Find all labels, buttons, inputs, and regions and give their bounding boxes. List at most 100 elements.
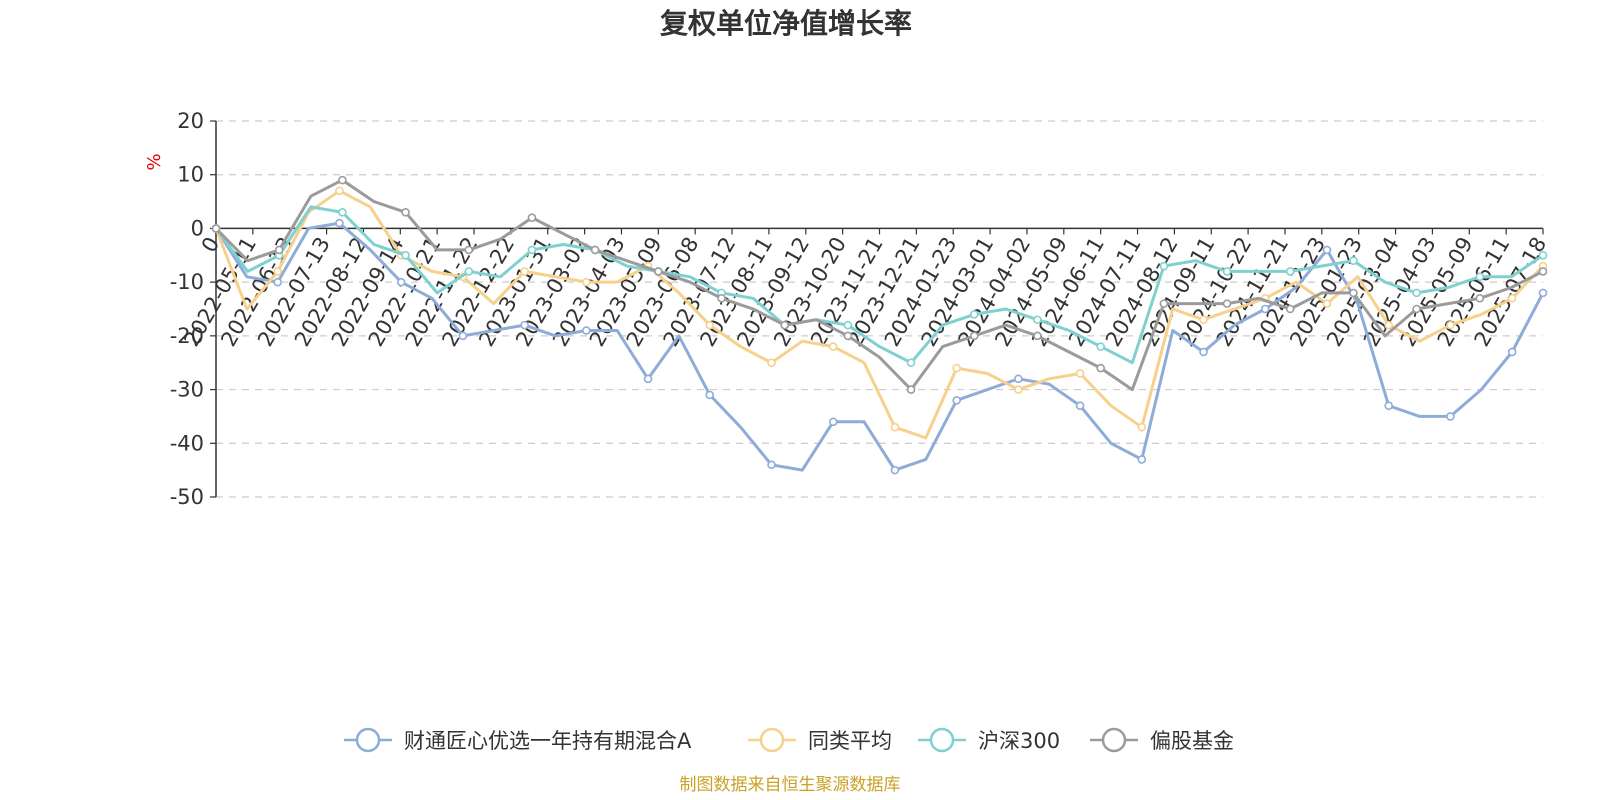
data-point <box>767 460 776 470</box>
data-point <box>969 331 979 341</box>
source-note: 制图数据来自恒生聚源数据库 <box>680 775 901 795</box>
y-tick-label: -10 <box>170 270 204 294</box>
data-point <box>401 208 410 217</box>
data-point <box>828 342 838 351</box>
data-point <box>274 245 284 255</box>
data-point <box>843 320 853 330</box>
series-1 <box>211 218 1548 475</box>
data-point <box>1096 363 1105 373</box>
legend-label: 财通匠心优选一年持有期混合A <box>404 729 692 753</box>
y-tick-label: 0 <box>191 216 204 240</box>
data-point <box>1033 315 1042 325</box>
legend-label: 沪深300 <box>978 729 1060 753</box>
data-point <box>717 293 726 303</box>
data-point <box>1412 304 1421 314</box>
data-point <box>1507 347 1517 357</box>
y-tick-label: 20 <box>177 109 204 133</box>
data-point <box>1349 288 1358 298</box>
series-line <box>214 178 1544 392</box>
data-point <box>1538 267 1548 276</box>
series-lines <box>211 175 1548 475</box>
legend-circle-icon <box>929 727 955 753</box>
data-point <box>396 277 406 287</box>
data-point <box>1096 342 1105 351</box>
data-point <box>1412 288 1421 298</box>
legend-label: 偏股基金 <box>1150 729 1234 753</box>
data-point <box>1322 245 1332 255</box>
data-point <box>211 224 221 233</box>
data-point <box>1199 347 1208 357</box>
data-point <box>520 320 529 330</box>
legend-item[interactable]: 财通匠心优选一年持有期混合A <box>344 727 692 753</box>
legend-item[interactable]: 沪深300 <box>918 727 1060 753</box>
data-point <box>527 213 537 222</box>
data-point <box>1199 315 1208 325</box>
data-point <box>1014 374 1023 384</box>
data-point <box>1285 267 1295 276</box>
data-point <box>1322 299 1332 308</box>
data-point <box>1137 422 1147 432</box>
data-point <box>952 396 961 405</box>
data-point <box>1159 299 1169 308</box>
series-line <box>214 205 1544 365</box>
legend-circle-icon <box>759 727 785 753</box>
data-point <box>464 267 474 276</box>
y-tick-label: 10 <box>177 163 204 187</box>
data-point <box>843 331 853 341</box>
data-point <box>1075 401 1085 410</box>
data-point <box>464 245 474 255</box>
data-point <box>273 267 283 276</box>
data-point <box>335 186 344 196</box>
axes: 20100-10-20-30-40-5002022-05-112022-06-1… <box>170 109 1552 509</box>
y-axis-unit: % <box>144 153 165 170</box>
y-tick-label: -40 <box>170 431 204 455</box>
legend-label: 同类平均 <box>808 729 892 753</box>
data-point <box>1384 401 1393 410</box>
legend-item[interactable]: 偏股基金 <box>1090 727 1234 753</box>
data-point <box>527 245 537 255</box>
data-point <box>1222 299 1232 308</box>
data-point <box>1507 293 1517 303</box>
chart-title: 复权单位净值增长率 <box>660 7 912 40</box>
data-point <box>458 331 468 341</box>
data-point <box>1446 412 1455 421</box>
data-point <box>828 417 838 427</box>
data-point <box>1475 293 1485 303</box>
data-point <box>705 320 715 330</box>
data-point <box>1137 455 1147 464</box>
data-point <box>335 218 344 228</box>
data-point <box>1384 320 1393 330</box>
data-point <box>767 358 776 368</box>
series-line <box>214 221 1545 472</box>
data-point <box>890 465 900 475</box>
data-point <box>273 277 283 287</box>
data-point <box>1075 369 1085 378</box>
data-point <box>969 310 979 319</box>
data-point <box>1446 320 1455 330</box>
y-tick-label: -20 <box>170 324 204 348</box>
data-point <box>705 390 715 400</box>
data-point <box>582 326 591 335</box>
data-point <box>582 277 591 287</box>
data-point <box>590 245 600 255</box>
legend-item[interactable]: 同类平均 <box>748 727 892 753</box>
series-4 <box>211 175 1548 394</box>
series-line <box>214 189 1545 440</box>
data-point <box>952 363 961 373</box>
data-point <box>1475 272 1485 282</box>
data-point <box>643 374 653 384</box>
y-tick-label: -50 <box>170 485 204 509</box>
data-point <box>338 208 347 217</box>
data-point <box>1538 250 1548 260</box>
legend-circle-icon <box>355 727 381 753</box>
data-point <box>1285 304 1295 314</box>
data-point <box>1159 261 1169 271</box>
data-point <box>401 250 410 260</box>
data-point <box>520 267 529 276</box>
data-point <box>338 175 347 185</box>
data-point <box>1260 304 1270 314</box>
y-tick-label: -30 <box>170 378 204 402</box>
legend[interactable]: 财通匠心优选一年持有期混合A 同类平均 沪深300 偏股基金 <box>344 727 1234 753</box>
data-point <box>1538 288 1548 298</box>
